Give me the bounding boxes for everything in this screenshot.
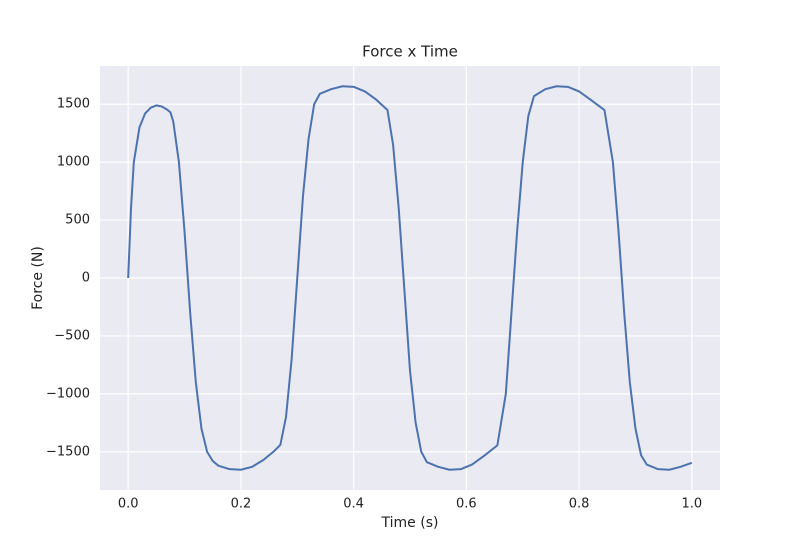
y-tick-label: 1500	[57, 97, 90, 112]
x-tick-label: 0.6	[456, 497, 477, 512]
data-line	[127, 85, 693, 471]
x-tick-label: 1.0	[681, 497, 702, 512]
y-tick-label: 500	[65, 213, 90, 228]
y-tick-label: −500	[54, 328, 90, 343]
y-tick-label: −1000	[46, 386, 90, 401]
y-tick-label: 1000	[57, 155, 90, 170]
x-axis-label: Time (s)	[381, 515, 439, 531]
x-tick-label: 0.8	[569, 497, 590, 512]
x-tick-label: 0.2	[231, 497, 252, 512]
y-axis-label: Force (N)	[30, 246, 46, 310]
x-tick-label: 0.4	[343, 497, 364, 512]
y-tick-label: 0	[82, 271, 90, 286]
x-tick-label: 0.0	[118, 497, 139, 512]
chart-title: Force x Time	[362, 43, 458, 61]
y-tick-label: −1500	[46, 444, 90, 459]
